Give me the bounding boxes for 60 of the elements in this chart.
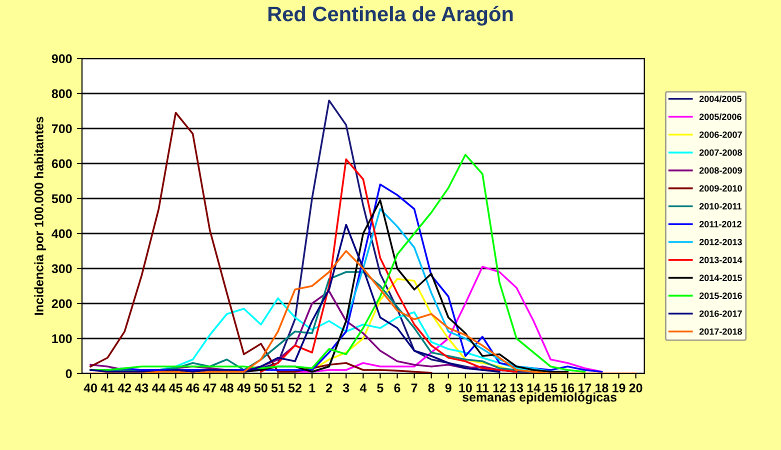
x-tick-label: 4 bbox=[360, 384, 367, 392]
x-tick-label: 17 bbox=[578, 384, 592, 392]
y-tick-label: 600 bbox=[52, 159, 72, 168]
legend-label: 2015-2016 bbox=[699, 292, 742, 299]
x-tick-label: 13 bbox=[510, 384, 524, 392]
x-tick-label: 1 bbox=[309, 384, 316, 392]
x-tick-label: 20 bbox=[629, 384, 642, 392]
x-axis-title: semanas epidemiológicas bbox=[462, 392, 616, 404]
legend-label: 2017-2018 bbox=[699, 328, 742, 335]
legend-label: 2012-2013 bbox=[699, 238, 742, 246]
x-tick-label: 47 bbox=[203, 384, 216, 392]
x-tick-label: 6 bbox=[394, 384, 400, 392]
x-tick-label: 44 bbox=[152, 384, 166, 392]
legend-label: 2013-2014 bbox=[699, 256, 742, 264]
x-tick-label: 3 bbox=[342, 384, 350, 392]
x-tick-label: 48 bbox=[220, 384, 234, 392]
legend-label: 2016-2017 bbox=[699, 310, 742, 317]
y-tick-label: 900 bbox=[52, 54, 72, 64]
x-tick-label: 40 bbox=[84, 384, 97, 392]
chart-title: Red Centinela de Aragón bbox=[268, 6, 513, 26]
x-tick-label: 45 bbox=[168, 384, 182, 392]
y-tick-label: 400 bbox=[52, 229, 72, 238]
x-tick-label: 46 bbox=[186, 384, 200, 392]
legend-label: 2014-2015 bbox=[699, 274, 742, 282]
y-tick-label: 100 bbox=[52, 334, 72, 344]
x-tick-label: 7 bbox=[411, 384, 418, 392]
x-tick-label: 15 bbox=[544, 384, 558, 392]
y-tick-label: 800 bbox=[52, 89, 72, 98]
y-tick-label: 200 bbox=[52, 299, 72, 308]
legend-label: 2009-2010 bbox=[699, 185, 742, 192]
x-tick-label: 51 bbox=[271, 384, 285, 392]
legend-label: 2006-2007 bbox=[699, 132, 742, 138]
x-tick-label: 41 bbox=[100, 384, 114, 392]
x-tick-label: 49 bbox=[237, 384, 250, 392]
x-tick-label: 42 bbox=[118, 384, 132, 392]
x-tick-label: 10 bbox=[459, 384, 472, 392]
y-axis-title: Incidencia por 100.000 habitantes bbox=[34, 116, 46, 315]
x-tick-label: 50 bbox=[254, 384, 268, 392]
legend-label: 2011-2012 bbox=[699, 220, 742, 228]
legend-label: 2008-2009 bbox=[699, 167, 742, 174]
y-tick-label: 0 bbox=[66, 369, 72, 378]
legend-label: 2005/2006 bbox=[699, 113, 742, 120]
x-tick-label: 9 bbox=[445, 384, 452, 392]
x-tick-label: 8 bbox=[428, 384, 434, 392]
x-tick-label: 14 bbox=[527, 384, 540, 392]
x-tick-label: 19 bbox=[612, 384, 626, 392]
x-tick-label: 5 bbox=[377, 384, 384, 392]
y-tick-label: 700 bbox=[52, 124, 72, 134]
legend-label: 2004/2005 bbox=[699, 95, 742, 102]
x-tick-label: 2 bbox=[326, 384, 332, 392]
x-tick-label: 16 bbox=[561, 384, 574, 392]
x-tick-label: 11 bbox=[476, 384, 489, 392]
x-tick-label: 12 bbox=[493, 384, 506, 392]
x-tick-label: 52 bbox=[288, 384, 302, 392]
x-tick-label: 18 bbox=[596, 384, 608, 392]
y-tick-label: 300 bbox=[52, 264, 72, 274]
x-tick-label: 43 bbox=[134, 384, 148, 392]
legend-label: 2010-2011 bbox=[699, 203, 742, 210]
legend-label: 2007-2008 bbox=[699, 149, 742, 156]
y-tick-label: 500 bbox=[52, 194, 72, 204]
